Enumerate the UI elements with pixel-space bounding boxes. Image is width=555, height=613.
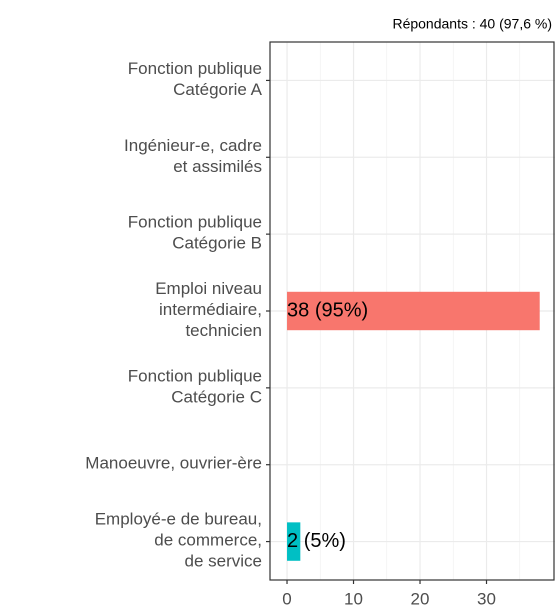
y-tick-label-line: Ingénieur-e, cadre <box>124 136 262 155</box>
y-tick-label-line: de service <box>185 552 262 571</box>
y-tick-label-line: Fonction publique <box>128 59 262 78</box>
y-tick-label: Emploi niveau intermédiaire, technicien <box>155 279 262 340</box>
x-tick-label: 10 <box>344 589 363 608</box>
x-tick-label: 30 <box>477 589 496 608</box>
bar <box>287 522 301 561</box>
y-tick-label: Fonction publique Catégorie C <box>128 367 262 407</box>
y-tick-label-line: et assimilés <box>173 157 262 176</box>
y-tick-label: Fonction publique Catégorie A <box>128 59 263 99</box>
subtitle: Répondants : 40 (97,6 %) <box>392 16 552 32</box>
y-tick-label-line: Catégorie A <box>173 80 262 99</box>
data-label: 2 (5%) <box>287 530 346 552</box>
y-tick-label-line: Fonction publique <box>128 213 262 232</box>
y-tick-label: Fonction publique Catégorie B <box>128 213 262 253</box>
y-tick-label-line: de commerce, <box>154 531 262 550</box>
y-tick-label-line: intermédiaire, <box>159 300 262 319</box>
x-tick-label: 20 <box>411 589 430 608</box>
y-tick-label-line: Emploi niveau <box>155 279 262 298</box>
y-tick-label-line: Manoeuvre, ouvrier-ère <box>85 454 262 473</box>
y-tick-label-line: Catégorie B <box>172 234 262 253</box>
y-tick-label: Manoeuvre, ouvrier-ère <box>85 454 262 473</box>
y-tick-label-line: Catégorie C <box>171 388 262 407</box>
y-tick-label: Ingénieur-e, cadre et assimilés <box>124 136 262 176</box>
y-tick-label-line: technicien <box>185 321 262 340</box>
panel-border <box>269 41 555 581</box>
y-tick-label-line: Fonction publique <box>128 367 262 386</box>
bar <box>287 291 540 331</box>
y-tick-label: Employé-e de bureau, de commerce, de servi… <box>95 510 262 571</box>
x-tick-label: 0 <box>282 589 291 608</box>
y-tick-label-line: Employé-e de bureau, <box>95 510 262 529</box>
data-label: 38 (95%) <box>287 299 368 321</box>
